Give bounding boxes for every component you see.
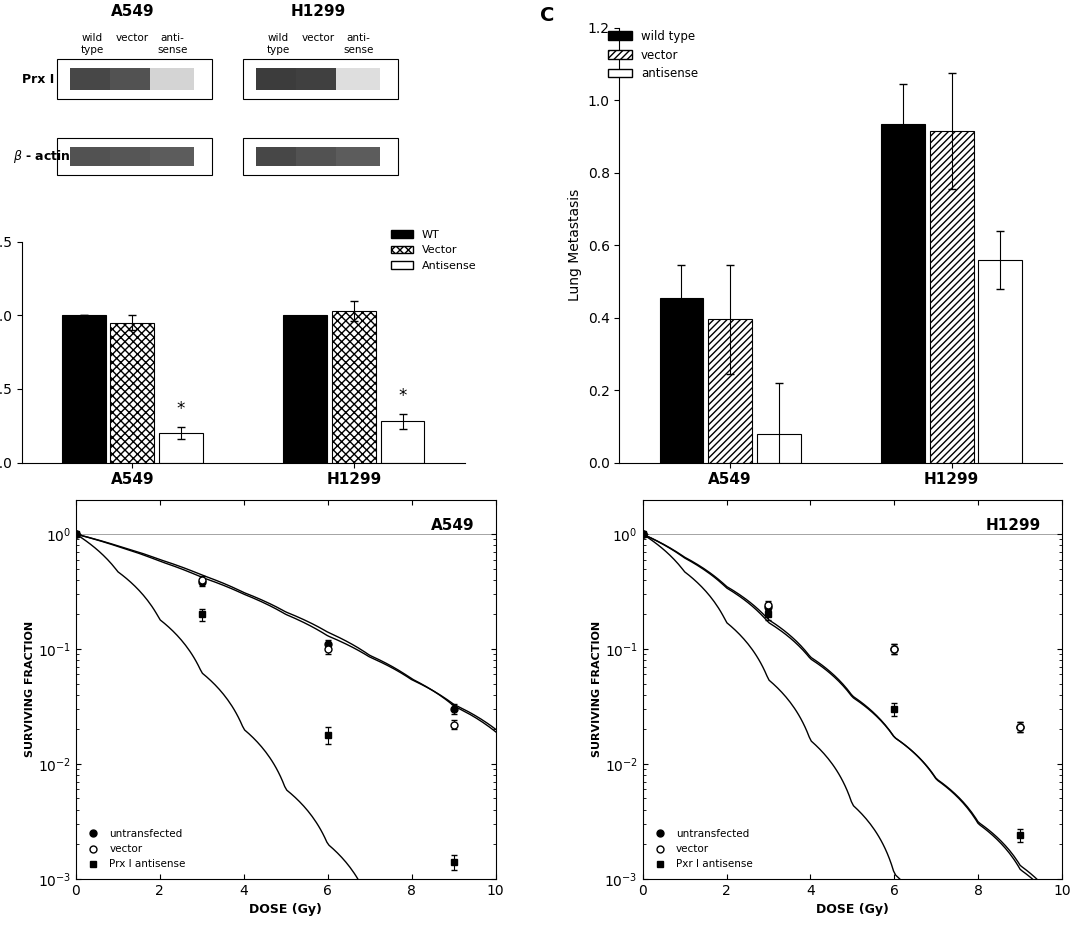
X-axis label: DOSE (Gy): DOSE (Gy) xyxy=(249,903,322,916)
Bar xyxy=(159,433,203,462)
Bar xyxy=(881,124,925,462)
Text: *: * xyxy=(177,401,185,418)
Text: A549: A549 xyxy=(431,518,475,534)
Bar xyxy=(111,323,154,462)
Text: vector: vector xyxy=(116,33,149,43)
Bar xyxy=(111,147,155,166)
Text: wild
type: wild type xyxy=(81,33,104,55)
Bar xyxy=(57,59,212,100)
Bar xyxy=(757,434,801,462)
Text: $\beta$ - actin: $\beta$ - actin xyxy=(13,148,70,165)
Text: anti-
sense: anti- sense xyxy=(157,33,188,55)
Bar xyxy=(930,131,973,462)
Bar xyxy=(979,260,1022,462)
Y-axis label: Lung Metastasis: Lung Metastasis xyxy=(568,189,582,302)
Bar xyxy=(257,68,300,91)
Legend: untransfected, vector, Prx I antisense: untransfected, vector, Prx I antisense xyxy=(81,825,190,873)
Bar xyxy=(659,298,704,462)
Bar xyxy=(296,68,340,91)
Bar xyxy=(332,311,376,462)
Bar xyxy=(62,315,105,462)
Bar xyxy=(111,68,155,91)
Bar xyxy=(150,147,194,166)
Bar xyxy=(150,68,194,91)
X-axis label: DOSE (Gy): DOSE (Gy) xyxy=(816,903,889,916)
Bar xyxy=(257,147,300,166)
Legend: WT, Vector, Antisense: WT, Vector, Antisense xyxy=(387,226,481,276)
Legend: untransfected, vector, Pxr I antisense: untransfected, vector, Pxr I antisense xyxy=(648,825,757,873)
Bar xyxy=(380,421,425,462)
Legend: wild type, vector, antisense: wild type, vector, antisense xyxy=(604,25,702,85)
Bar xyxy=(70,147,115,166)
Y-axis label: SURVIVING FRACTION: SURVIVING FRACTION xyxy=(592,621,602,758)
Text: anti-
sense: anti- sense xyxy=(343,33,373,55)
Bar xyxy=(296,147,340,166)
Bar xyxy=(336,147,380,166)
Bar xyxy=(70,68,115,91)
Text: Prx I: Prx I xyxy=(22,73,54,86)
Text: H1299: H1299 xyxy=(291,4,346,18)
Bar xyxy=(336,68,380,91)
Text: C: C xyxy=(540,6,554,25)
Y-axis label: SURVIVING FRACTION: SURVIVING FRACTION xyxy=(25,621,35,758)
Text: wild
type: wild type xyxy=(267,33,291,55)
Text: A549: A549 xyxy=(111,4,154,18)
Bar xyxy=(708,319,752,462)
Bar xyxy=(243,59,398,100)
Bar xyxy=(57,138,212,175)
Bar xyxy=(283,315,327,462)
Bar xyxy=(243,138,398,175)
Text: vector: vector xyxy=(301,33,335,43)
Text: H1299: H1299 xyxy=(986,518,1042,534)
Text: *: * xyxy=(398,388,406,405)
